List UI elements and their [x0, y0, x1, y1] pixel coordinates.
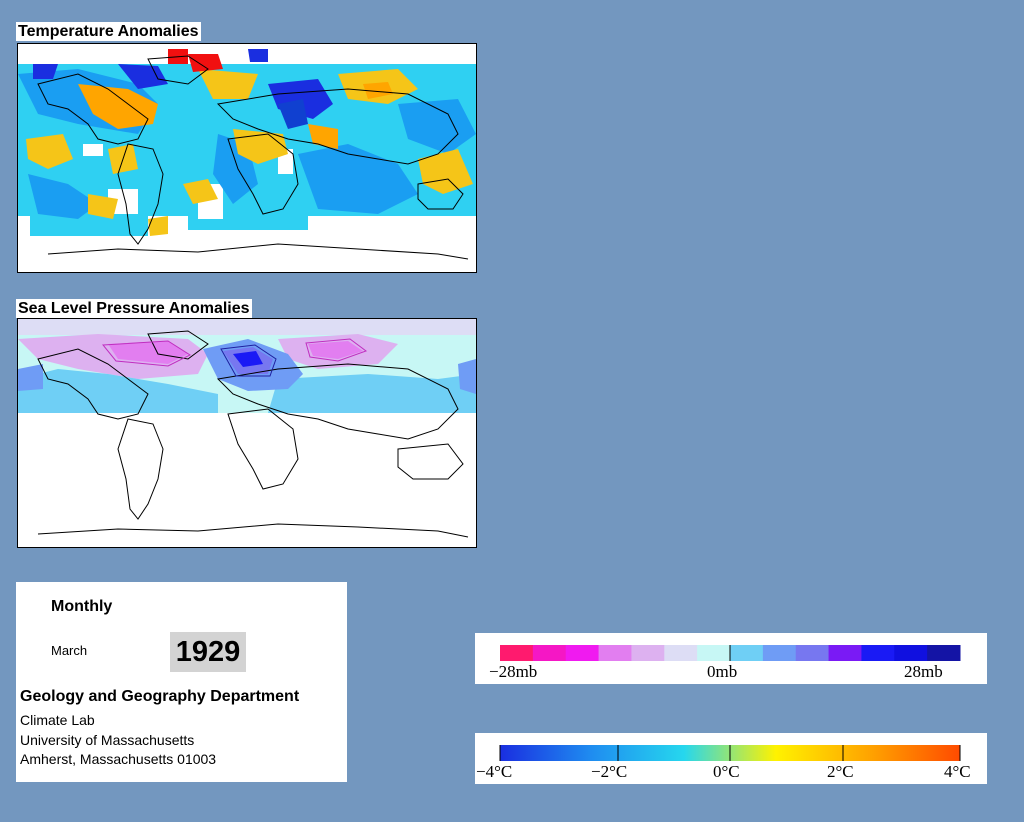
- legend-swatch: [730, 645, 764, 661]
- legend-swatch: [631, 645, 665, 661]
- temperature-legend-label-2: 2°C: [827, 762, 854, 781]
- legend-swatch: [894, 645, 928, 661]
- pressure-color-legend: −28mb 0mb 28mb: [475, 633, 987, 684]
- pressure-legend-label-zero: 0mb: [707, 662, 738, 681]
- legend-swatch: [697, 645, 731, 661]
- legend-swatch: [664, 645, 698, 661]
- legend-swatch: [532, 645, 567, 661]
- pressure-legend-label-max: 28mb: [904, 662, 943, 681]
- pressure-anomaly-map: [17, 318, 477, 548]
- temperature-legend-bar: [499, 745, 961, 761]
- address-line-1: Climate Lab: [20, 712, 95, 728]
- legend-swatch: [927, 645, 961, 661]
- legend-swatch: [598, 645, 632, 661]
- legend-swatch: [828, 645, 862, 661]
- year-display: 1929: [170, 632, 246, 672]
- info-panel: Monthly March 1929 Geology and Geography…: [16, 582, 347, 782]
- legend-swatch: [565, 645, 600, 661]
- legend-swatch: [795, 645, 830, 661]
- department-name: Geology and Geography Department: [20, 688, 300, 705]
- address-line-3: Amherst, Massachusetts 01003: [20, 751, 217, 767]
- temperature-legend-label-0: 0°C: [713, 762, 740, 781]
- legend-swatch: [861, 645, 895, 661]
- temperature-anomaly-map: [17, 43, 477, 273]
- period-label: Monthly: [51, 598, 113, 615]
- pressure-panel-title: Sea Level Pressure Anomalies: [16, 299, 252, 318]
- legend-swatch: [500, 645, 534, 661]
- pressure-legend-label-min: −28mb: [489, 662, 538, 681]
- month-label: March: [51, 643, 88, 658]
- address-line-2: University of Massachusetts: [20, 732, 195, 748]
- temperature-legend-label-m2: −2°C: [591, 762, 628, 781]
- legend-swatch: [762, 645, 797, 661]
- temperature-legend-label-m4: −4°C: [476, 762, 513, 781]
- pressure-legend-bar: [500, 645, 961, 661]
- temperature-color-legend: −4°C −2°C 0°C 2°C 4°C: [475, 733, 987, 784]
- temperature-legend-label-4: 4°C: [944, 762, 971, 781]
- temperature-panel-title: Temperature Anomalies: [16, 22, 201, 41]
